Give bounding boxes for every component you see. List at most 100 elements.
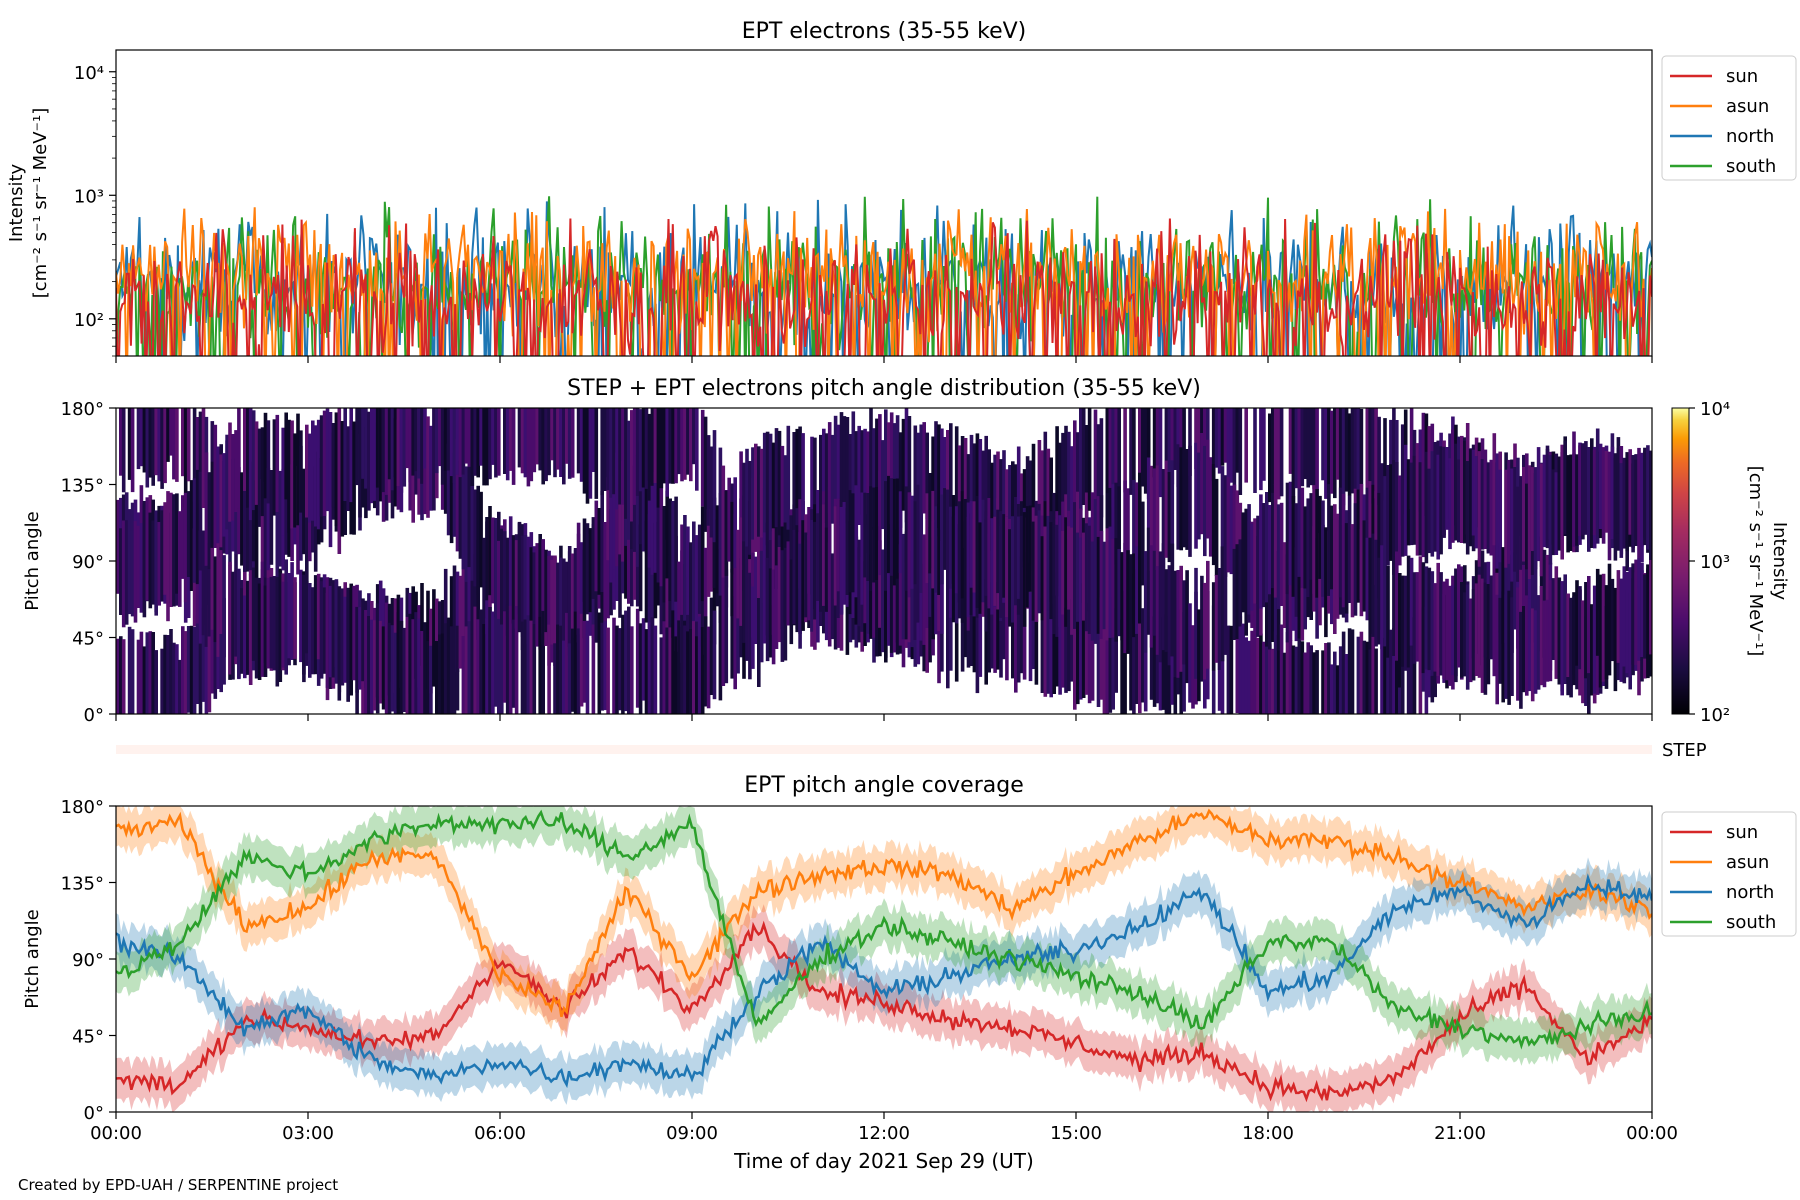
- pad-cell: [1371, 633, 1375, 714]
- pad-cell: [553, 557, 557, 639]
- pad-cell: [119, 636, 123, 714]
- pad-cell: [665, 627, 669, 714]
- pad-cell: [308, 583, 312, 678]
- pad-cell: [999, 459, 1003, 547]
- pad-cell: [674, 408, 678, 484]
- pad-cell: [671, 408, 675, 484]
- pad-cell: [960, 436, 965, 533]
- pad-cell: [860, 492, 864, 605]
- pad-cell: [1507, 539, 1511, 629]
- pad-cell: [464, 558, 469, 663]
- pad-cell: [1049, 522, 1053, 620]
- pad-cell: [1519, 535, 1523, 643]
- pad-cell: [1330, 664, 1334, 714]
- pad-cell: [1285, 554, 1290, 643]
- pad-cell: [246, 580, 250, 675]
- x-axis-label: Time of day 2021 Sep 29 (UT): [733, 1149, 1034, 1173]
- pad-cell: [1448, 585, 1452, 668]
- pad-cell: [845, 417, 850, 530]
- pad-cell: [1533, 556, 1538, 643]
- pad-cell: [559, 625, 563, 714]
- pad-cell: [1312, 408, 1316, 489]
- pad-cell: [181, 626, 185, 714]
- pad-cell: [438, 408, 442, 467]
- pad-cell: [511, 619, 516, 708]
- pad-cell: [1418, 556, 1423, 659]
- pad-cell: [514, 540, 519, 629]
- pad-cell: [1592, 449, 1597, 536]
- pad-cell: [662, 408, 667, 484]
- pad-cell: [1412, 455, 1417, 545]
- pad-cell: [839, 507, 844, 615]
- pad-cell: [1173, 570, 1178, 678]
- coverage-y-tick-label: 0°: [84, 1103, 104, 1124]
- pad-cell: [210, 535, 215, 630]
- pad-cell: [993, 575, 997, 673]
- intensity-x-ticks: [115, 356, 1653, 363]
- pad-cell: [222, 453, 226, 537]
- pad-cell: [378, 408, 383, 502]
- pad-cell: [1076, 532, 1080, 622]
- pad-cell: [1135, 546, 1139, 634]
- pad-cell: [175, 408, 179, 482]
- pad-cell: [1613, 587, 1618, 692]
- pad-cell: [1362, 520, 1367, 612]
- pad-cell: [260, 478, 265, 578]
- pad-cell: [724, 490, 729, 576]
- pad-cell: [1081, 532, 1086, 621]
- pad-cell: [946, 578, 950, 689]
- pad-cell: [358, 408, 362, 518]
- pad-cell: [1445, 447, 1449, 530]
- pad-cell: [257, 583, 262, 680]
- pad-cell: [461, 408, 466, 475]
- pad-cell: [390, 625, 395, 712]
- pad-cell: [1374, 408, 1378, 499]
- pad-cell: [204, 452, 209, 566]
- pad-cell: [251, 567, 256, 661]
- pad-cell: [928, 473, 932, 574]
- pad-cell: [1188, 408, 1192, 476]
- pad-cell: [1019, 515, 1024, 630]
- pad-cell: [417, 408, 421, 479]
- pad-y-tick-label: 45°: [72, 629, 104, 650]
- pad-cell: [1276, 408, 1281, 500]
- pad-cell: [1008, 529, 1012, 627]
- pad-cell: [201, 608, 206, 702]
- pad-cell: [754, 443, 758, 552]
- legend-label-sun: sun: [1726, 66, 1758, 87]
- pad-cell: [1058, 586, 1062, 695]
- intensity-ylabel-line2: [cm⁻² s⁻¹ sr⁻¹ MeV⁻¹]: [30, 108, 51, 299]
- pad-cell: [1167, 472, 1172, 563]
- pad-cell: [1129, 408, 1133, 495]
- pad-cell: [550, 559, 554, 645]
- pad-cell: [1005, 583, 1009, 681]
- pad-cell: [875, 487, 879, 580]
- pad-cell: [1028, 505, 1033, 592]
- coverage-line-sun: [116, 920, 1652, 1103]
- x-tick-label: 03:00: [282, 1123, 334, 1144]
- pad-cell: [1179, 565, 1183, 672]
- intensity-y-axis: 10² 10³ 10⁴: [74, 63, 116, 357]
- pad-cell: [547, 408, 551, 476]
- pad-cell: [1096, 536, 1101, 634]
- pad-cell: [526, 615, 531, 714]
- pad-cell: [1510, 468, 1514, 582]
- pad-cell: [1253, 613, 1257, 714]
- pad-cell: [201, 530, 206, 636]
- pad-cell: [470, 408, 475, 486]
- pad-cell: [172, 494, 176, 607]
- pad-cell: [1457, 459, 1461, 543]
- pad-cell: [922, 422, 926, 514]
- pad-cell: [709, 446, 714, 538]
- pad-cell: [1445, 578, 1449, 681]
- pad-cell: [845, 508, 850, 595]
- pad-cell: [520, 408, 525, 474]
- pad-cell: [1291, 496, 1296, 597]
- pad-cell: [1262, 641, 1266, 714]
- pad-cell: [1244, 637, 1248, 714]
- pad-cell: [210, 461, 215, 548]
- pad-cell: [745, 448, 749, 560]
- pad-cell: [925, 493, 929, 583]
- pad-cell: [895, 478, 900, 579]
- pad-cell: [130, 530, 135, 617]
